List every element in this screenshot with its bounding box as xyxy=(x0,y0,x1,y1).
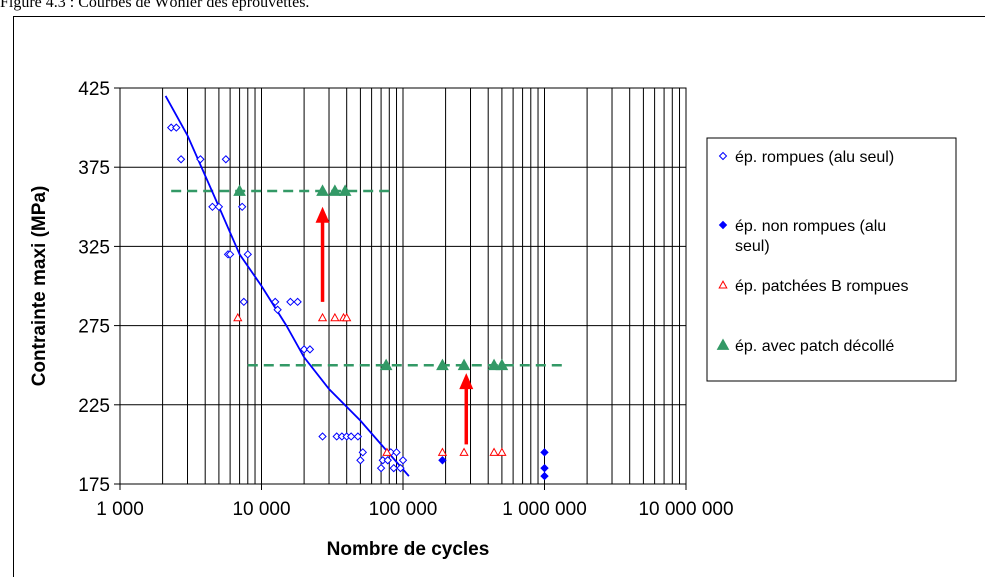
legend-label-series-3: ép. patchées B rompues xyxy=(735,278,908,295)
chart-frame xyxy=(13,16,985,577)
data-point-series-1 xyxy=(318,432,327,441)
legend-label-series-2: seul) xyxy=(735,238,770,255)
arrow-head xyxy=(315,206,330,223)
data-point-series-1 xyxy=(237,202,247,212)
data-point-series-4 xyxy=(328,184,342,196)
data-point-series-1 xyxy=(196,155,205,164)
data-point-series-1 xyxy=(305,345,315,354)
data-point-series-1 xyxy=(243,250,252,259)
data-point-series-4 xyxy=(338,184,352,196)
data-point-series-3 xyxy=(342,312,352,322)
data-point-series-1 xyxy=(208,202,217,212)
data-point-series-1 xyxy=(392,448,401,457)
data-point-series-3 xyxy=(233,312,243,322)
chart-annotations xyxy=(164,95,563,477)
data-point-series-3 xyxy=(489,447,499,456)
data-point-series-4 xyxy=(379,358,393,371)
figure-caption: Figure 4.3 : Courbes de Wöhler des éprou… xyxy=(0,0,310,11)
data-point-series-4 xyxy=(495,358,509,371)
data-point-series-1 xyxy=(271,297,280,307)
chart-svg: 175 225 275 325 375 425 1 000 10 000 100 000 1 00… xyxy=(29,79,957,560)
legend-marker-series-2 xyxy=(718,220,728,230)
data-point-series-4 xyxy=(436,358,449,371)
legend: ép. rompues (alu seul) ép. non rompues (a… xyxy=(706,137,957,382)
data-point-series-4 xyxy=(316,184,329,196)
data-point-series-3 xyxy=(437,447,448,456)
x-tick-label: 1 000 xyxy=(96,499,144,520)
x-axis-label: Nombre de cycles xyxy=(327,539,490,560)
y-tick-label: 425 xyxy=(78,79,110,100)
x-tick-label: 1 000 000 xyxy=(502,499,587,520)
data-point-series-1 xyxy=(293,297,302,307)
data-point-series-1 xyxy=(389,463,398,473)
data-marks xyxy=(166,123,549,481)
data-point-series-4 xyxy=(487,358,501,371)
data-point-series-1 xyxy=(358,448,368,457)
y-axis-label: Contrainte maxi (MPa) xyxy=(29,186,50,387)
data-point-series-1 xyxy=(353,432,363,441)
data-point-series-3 xyxy=(497,447,507,456)
data-point-series-4 xyxy=(233,184,246,196)
y-tick-label: 325 xyxy=(78,237,110,258)
x-tick-label: 100 000 xyxy=(369,499,438,520)
legend-label-series-2: ép. non rompues (alu xyxy=(735,218,886,235)
data-point-series-1 xyxy=(273,305,282,314)
tick-labels: 175 225 275 325 375 425 1 000 10 000 100 000 1 00… xyxy=(78,79,733,520)
data-point-series-4 xyxy=(457,358,471,371)
legend-label-series-1: ép. rompues (alu seul) xyxy=(735,149,894,166)
arrow-head xyxy=(459,373,474,390)
data-point-series-3 xyxy=(459,447,469,456)
data-point-series-1 xyxy=(214,202,224,212)
legend-marker-series-3 xyxy=(718,280,728,289)
data-point-series-1 xyxy=(225,250,235,259)
y-tick-label: 275 xyxy=(78,317,110,338)
data-point-series-1 xyxy=(398,456,408,465)
data-point-series-3 xyxy=(382,447,392,456)
y-tick-label: 375 xyxy=(78,158,110,179)
data-point-series-1 xyxy=(383,456,392,465)
x-tick-label: 10 000 000 xyxy=(638,499,733,520)
data-point-series-1 xyxy=(396,463,405,473)
y-tick-label: 225 xyxy=(78,396,110,417)
data-point-series-1 xyxy=(299,345,309,354)
data-point-series-1 xyxy=(346,432,356,441)
trend-line xyxy=(164,95,410,477)
data-point-series-1 xyxy=(376,463,386,473)
data-point-series-1 xyxy=(221,155,231,164)
x-tick-label: 10 000 xyxy=(232,499,290,520)
data-point-series-1 xyxy=(286,297,295,307)
legend-marker-series-1 xyxy=(718,151,728,161)
y-tick-label: 175 xyxy=(78,475,110,496)
data-point-series-1 xyxy=(176,155,186,164)
data-point-series-2 xyxy=(540,471,549,481)
legend-marker-series-4 xyxy=(716,338,730,350)
data-point-series-3 xyxy=(317,312,328,322)
data-point-series-2 xyxy=(540,463,549,473)
data-point-series-2 xyxy=(438,456,447,465)
data-point-series-3 xyxy=(330,312,340,322)
data-point-series-1 xyxy=(356,456,365,465)
legend-box xyxy=(706,137,957,382)
data-point-series-2 xyxy=(540,448,549,457)
data-point-series-1 xyxy=(172,123,181,132)
data-point-series-1 xyxy=(239,297,249,307)
legend-label-series-4: ép. avec patch décollé xyxy=(735,338,894,355)
